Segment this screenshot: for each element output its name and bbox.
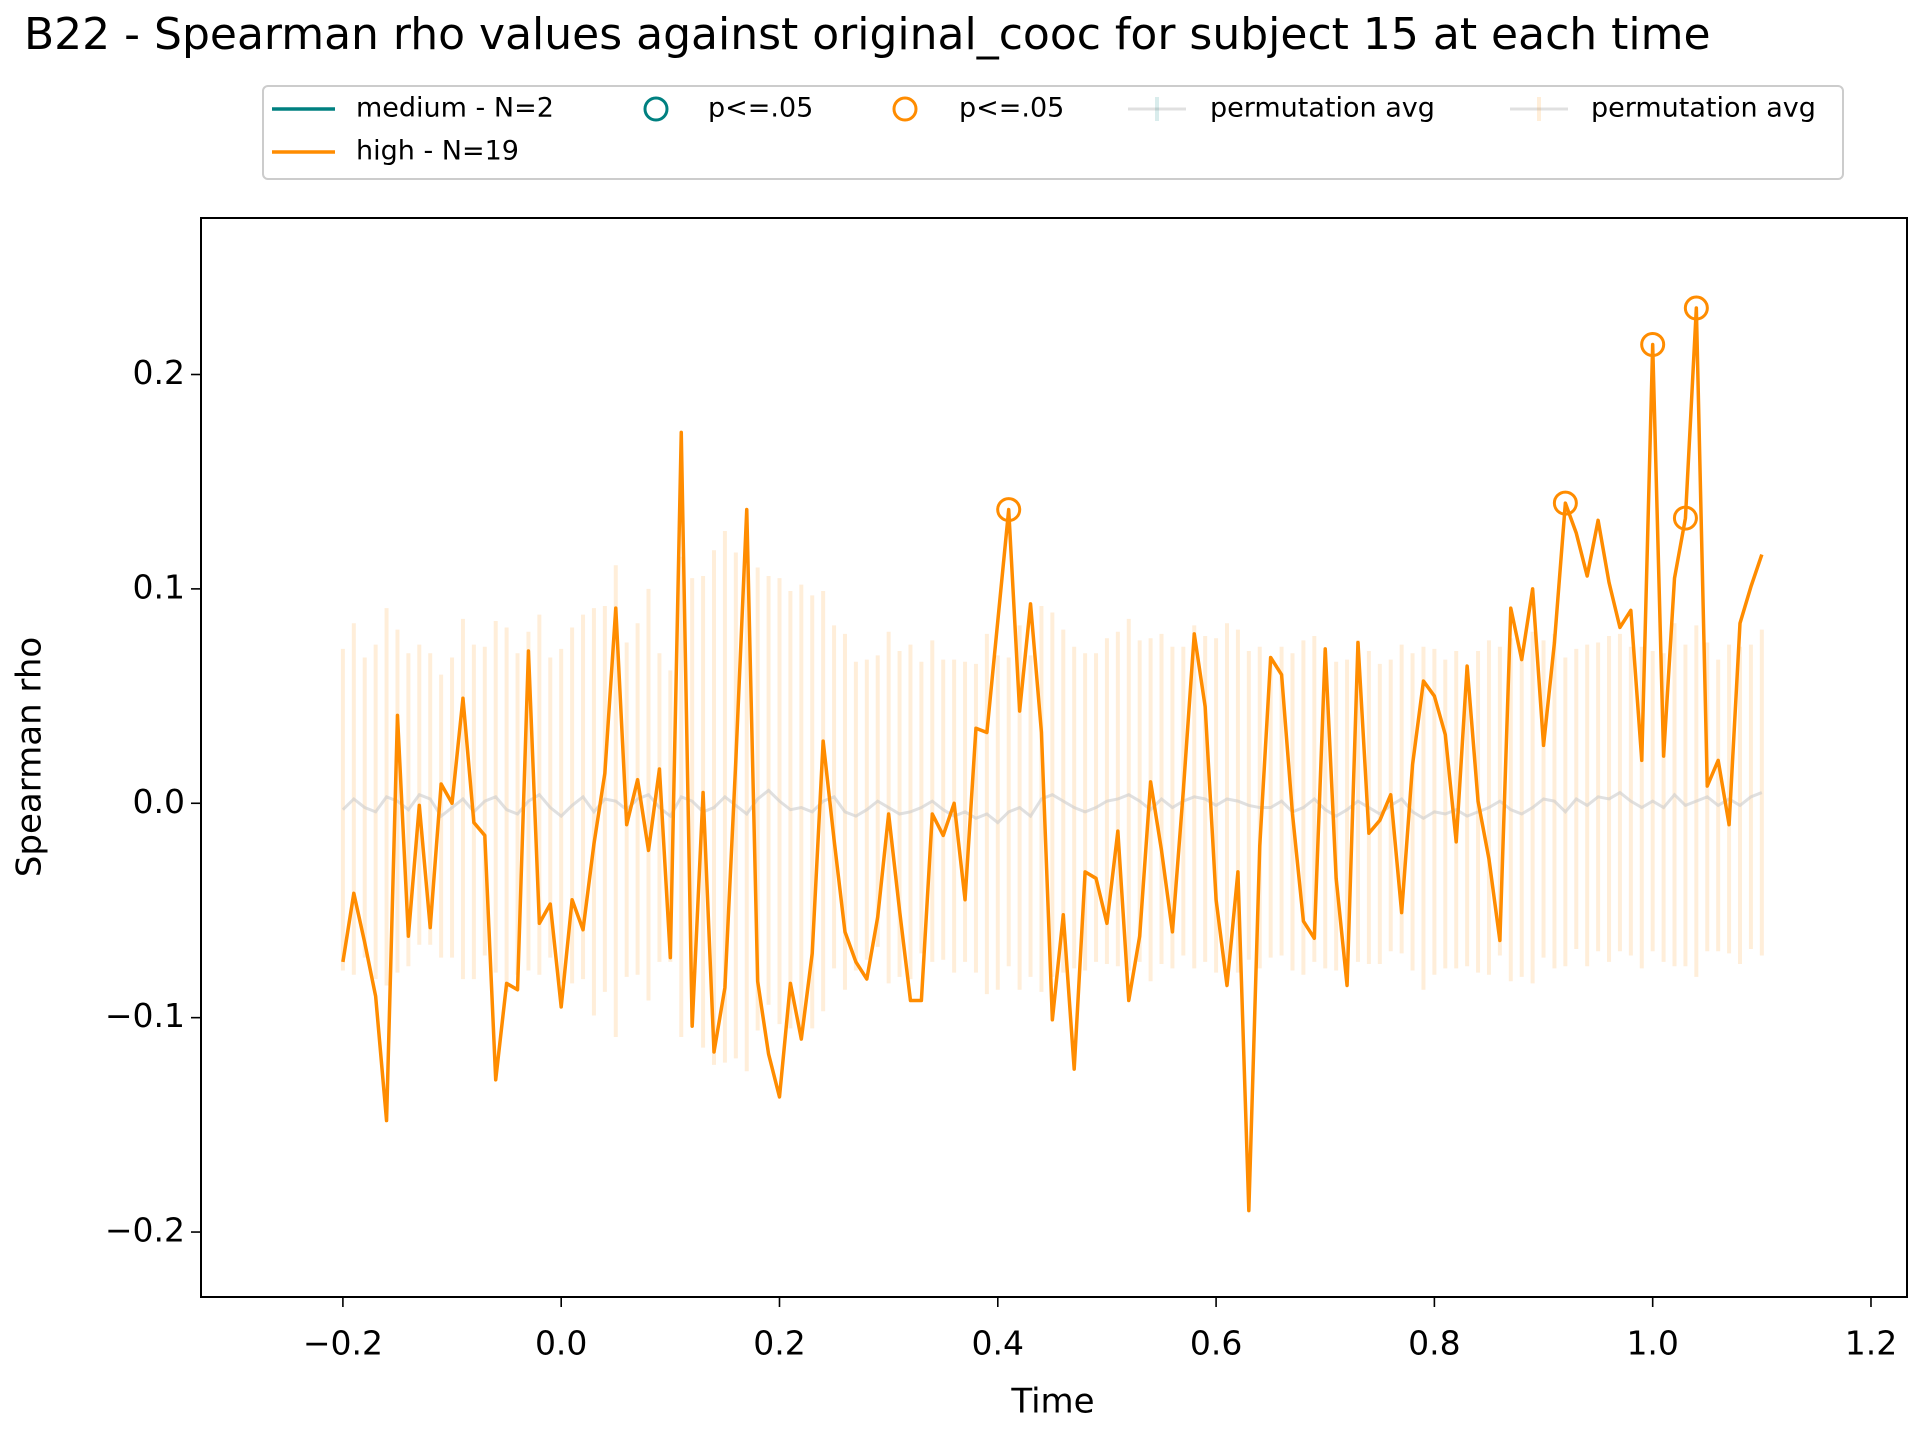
legend-label: p<=.05 (959, 93, 1064, 124)
chart-title: B22 - Spearman rho values against origin… (24, 9, 1711, 60)
y-tick-label: 0.2 (133, 353, 185, 392)
legend-label: permutation avg (1591, 93, 1816, 124)
legend-label: medium - N=2 (356, 93, 554, 124)
y-tick-label: 0.0 (133, 782, 185, 821)
significance-marker (1640, 331, 1666, 357)
x-axis-label: Time (1010, 1382, 1094, 1422)
y-axis-label: Spearman rho (10, 637, 50, 877)
significance-marker (1552, 490, 1578, 516)
plot-area (340, 295, 1764, 1213)
x-tick-label: 0.6 (1190, 1324, 1242, 1363)
y-tick-label: −0.1 (105, 996, 185, 1035)
permutation-line (341, 788, 1763, 825)
legend-label: high - N=19 (356, 136, 519, 167)
significance-marker (1672, 505, 1698, 531)
data-line (341, 306, 1764, 1213)
y-tick-label: −0.2 (105, 1211, 185, 1250)
legend-label: p<=.05 (708, 93, 813, 124)
x-tick-label: 0.4 (972, 1324, 1024, 1363)
x-tick-label: 1.0 (1626, 1324, 1678, 1363)
significance-marker (996, 497, 1022, 523)
significance-marker (1683, 295, 1709, 321)
legend-marker (892, 96, 918, 122)
x-tick-label: 1.2 (1845, 1324, 1897, 1363)
x-tick-label: 0.8 (1408, 1324, 1460, 1363)
x-tick-label: 0.0 (535, 1324, 587, 1363)
y-tick-label: 0.1 (133, 567, 185, 606)
x-tick-label: 0.2 (753, 1324, 805, 1363)
legend-box (262, 85, 1844, 180)
legend-label: permutation avg (1210, 93, 1435, 124)
plot-frame (200, 217, 1908, 1298)
legend-marker (643, 96, 669, 122)
x-tick-label: −0.2 (303, 1324, 383, 1363)
